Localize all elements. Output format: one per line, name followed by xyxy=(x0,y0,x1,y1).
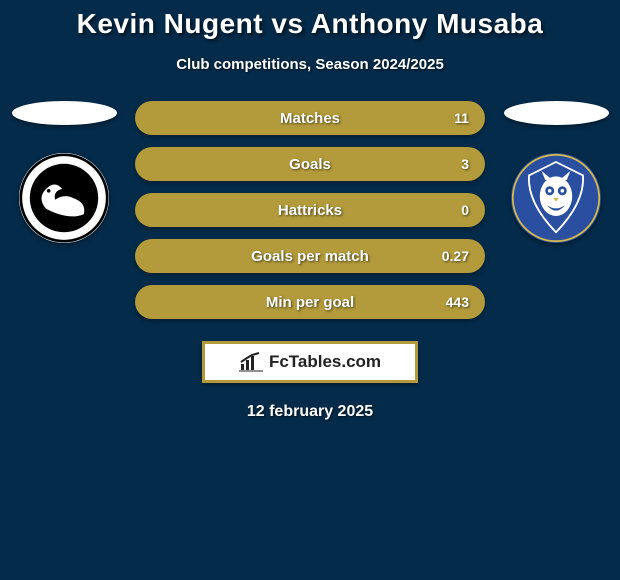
stat-row: Matches 11 xyxy=(135,101,485,135)
title-vs: vs xyxy=(271,8,303,39)
stat-label: Matches xyxy=(280,110,340,127)
stat-row: Min per goal 443 xyxy=(135,285,485,319)
stat-right-value: 0.27 xyxy=(439,248,469,264)
stat-label: Hattricks xyxy=(278,202,342,219)
left-side xyxy=(9,101,119,243)
swansea-icon xyxy=(19,153,109,243)
left-club-badge xyxy=(19,153,109,243)
stat-row: Hattricks 0 xyxy=(135,193,485,227)
chart-icon xyxy=(239,352,263,372)
brand-text: FcTables.com xyxy=(269,352,381,372)
sheffield-wednesday-icon xyxy=(511,153,601,243)
stat-label: Goals per match xyxy=(251,248,369,265)
subtitle: Club competitions, Season 2024/2025 xyxy=(0,56,620,73)
page-title: Kevin Nugent vs Anthony Musaba xyxy=(0,0,620,40)
date-line: 12 february 2025 xyxy=(0,403,620,421)
title-player-2: Anthony Musaba xyxy=(311,8,544,39)
left-flag-pill xyxy=(12,101,117,125)
right-flag-pill xyxy=(504,101,609,125)
stat-right-value: 0 xyxy=(439,202,469,218)
right-club-badge xyxy=(511,153,601,243)
stat-right-value: 443 xyxy=(439,294,469,310)
stats-column: Matches 11 Goals 3 Hattricks 0 Goals per match… xyxy=(135,101,485,319)
comparison-row: Matches 11 Goals 3 Hattricks 0 Goals per match… xyxy=(0,101,620,319)
stat-right-value: 3 xyxy=(439,156,469,172)
stat-row: Goals 3 xyxy=(135,147,485,181)
stat-label: Min per goal xyxy=(266,294,354,311)
brand-box[interactable]: FcTables.com xyxy=(202,341,418,383)
stat-label: Goals xyxy=(289,156,331,173)
stat-right-value: 11 xyxy=(439,110,469,126)
stat-row: Goals per match 0.27 xyxy=(135,239,485,273)
title-player-1: Kevin Nugent xyxy=(77,8,263,39)
right-side xyxy=(501,101,611,243)
